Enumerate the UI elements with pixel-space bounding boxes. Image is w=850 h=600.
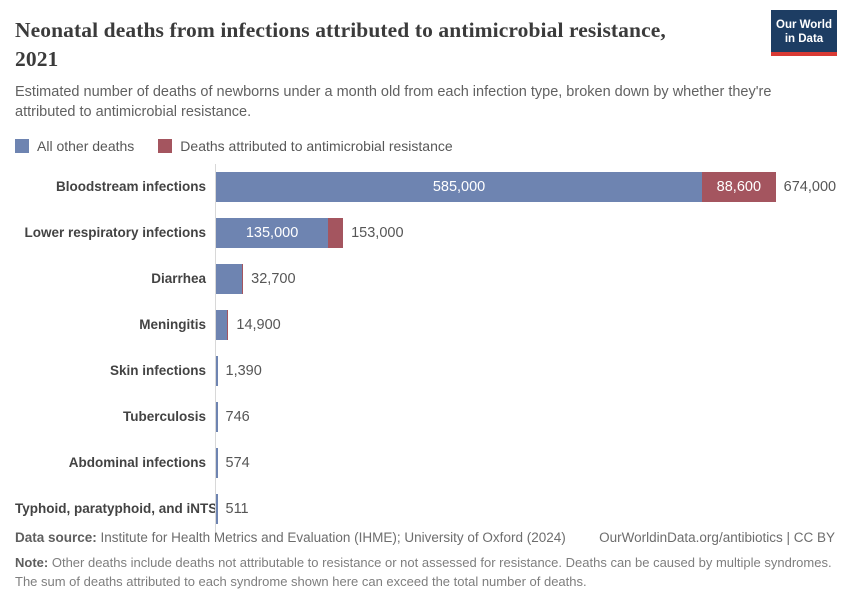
page-title: Neonatal deaths from infections attribut… bbox=[15, 16, 835, 74]
stacked-bar bbox=[216, 310, 229, 340]
attribution-link[interactable]: OurWorldinData.org/antibiotics | CC BY bbox=[599, 530, 835, 545]
stacked-bar bbox=[216, 448, 218, 478]
owid-logo-line1: Our World bbox=[776, 19, 833, 31]
bar-segment-other-deaths[interactable]: 135,000 bbox=[216, 218, 329, 248]
stacked-bar bbox=[216, 356, 218, 386]
total-value-label: 1,390 bbox=[225, 363, 262, 379]
stacked-bar bbox=[216, 494, 218, 524]
total-value-label: 511 bbox=[225, 501, 249, 517]
stacked-bar: 135,000 bbox=[216, 218, 344, 248]
total-value-label: 153,000 bbox=[351, 225, 404, 241]
category-label: Lower respiratory infections bbox=[24, 224, 206, 240]
chart-row: Bloodstream infections 585,000 88,600 67… bbox=[15, 164, 837, 210]
bar-value-label: 88,600 bbox=[716, 179, 762, 195]
bar-chart: Bloodstream infections 585,000 88,600 67… bbox=[15, 164, 837, 532]
bar-segment-amr-deaths[interactable] bbox=[328, 218, 344, 248]
legend-label: All other deaths bbox=[37, 138, 135, 154]
bar-value-label: 585,000 bbox=[432, 179, 486, 195]
bar-segment-other-deaths[interactable] bbox=[216, 494, 218, 524]
chart-subtitle: Estimated number of deaths of newborns u… bbox=[15, 84, 772, 120]
chart-row: Typhoid, paratyphoid, and iNTS 511 bbox=[15, 486, 835, 532]
bar-segment-amr-deaths[interactable]: 88,600 bbox=[702, 172, 776, 202]
bar-value-label: 135,000 bbox=[245, 225, 299, 241]
footnote-label: Note: bbox=[15, 555, 49, 571]
data-source: Data source: Institute for Health Metric… bbox=[15, 529, 566, 547]
chart-row: Skin infections 1,390 bbox=[15, 348, 835, 394]
category-label: Abdominal infections bbox=[68, 454, 206, 470]
footnote: Note: Other deaths include deaths not at… bbox=[15, 554, 835, 592]
bar-segment-other-deaths[interactable] bbox=[216, 402, 218, 432]
plot-row: 585,000 88,600 674,000 bbox=[215, 164, 837, 210]
category-label: Skin infections bbox=[109, 362, 206, 378]
category-label: Bloodstream infections bbox=[55, 178, 206, 194]
total-value-label: 674,000 bbox=[783, 179, 837, 195]
legend-swatch-amr bbox=[158, 139, 173, 153]
stacked-bar bbox=[216, 264, 244, 294]
bar-segment-other-deaths[interactable] bbox=[216, 448, 218, 478]
total-value-label: 574 bbox=[225, 455, 250, 471]
data-source-label: Data source: bbox=[15, 530, 97, 545]
total-value-label: 32,700 bbox=[251, 271, 296, 287]
chart-legend: All other deaths Deaths attributed to an… bbox=[15, 138, 835, 154]
stacked-bar bbox=[216, 402, 218, 432]
bar-segment-other-deaths[interactable] bbox=[216, 310, 227, 340]
legend-item-amr-deaths[interactable]: Deaths attributed to antimicrobial resis… bbox=[158, 138, 453, 154]
bar-segment-amr-deaths[interactable] bbox=[226, 310, 229, 340]
plot-row: 135,000 153,000 bbox=[215, 210, 835, 256]
category-label: Typhoid, paratyphoid, and iNTS bbox=[15, 500, 218, 516]
plot-row: 32,700 bbox=[215, 256, 835, 302]
bar-segment-other-deaths[interactable] bbox=[216, 264, 242, 294]
data-source-text: Institute for Health Metrics and Evaluat… bbox=[100, 530, 566, 545]
category-label: Meningitis bbox=[139, 316, 206, 332]
plot-row: 1,390 bbox=[215, 348, 835, 394]
plot-row: 511 bbox=[215, 486, 835, 532]
legend-item-all-other-deaths[interactable]: All other deaths bbox=[15, 138, 134, 154]
bar-segment-other-deaths[interactable]: 585,000 bbox=[216, 172, 703, 202]
category-label: Tuberculosis bbox=[122, 408, 206, 424]
stacked-bar: 585,000 88,600 bbox=[216, 172, 776, 202]
title-line-2: 2021 bbox=[15, 47, 59, 71]
plot-row: 14,900 bbox=[215, 302, 835, 348]
chart-row: Lower respiratory infections 135,000 153… bbox=[15, 210, 835, 256]
chart-row: Abdominal infections 574 bbox=[15, 440, 835, 486]
total-value-label: 14,900 bbox=[236, 317, 281, 333]
legend-swatch-other bbox=[15, 139, 29, 153]
chart-row: Diarrhea 32,700 bbox=[15, 256, 835, 302]
plot-row: 574 bbox=[215, 440, 835, 486]
total-value-label: 746 bbox=[225, 409, 250, 425]
category-label: Diarrhea bbox=[151, 270, 206, 286]
chart-footer: Data source: Institute for Health Metric… bbox=[15, 529, 835, 592]
owid-logo-line2: in Data bbox=[784, 33, 824, 46]
plot-row: 746 bbox=[215, 394, 835, 440]
title-line-1: Neonatal deaths from infections attribut… bbox=[15, 18, 666, 42]
legend-label: Deaths attributed to antimicrobial resis… bbox=[180, 138, 453, 154]
owid-logo[interactable]: Our World in Data bbox=[771, 10, 837, 57]
chart-row: Meningitis 14,900 bbox=[15, 302, 835, 348]
chart-row: Tuberculosis 746 bbox=[15, 394, 835, 440]
bar-segment-other-deaths[interactable] bbox=[216, 356, 218, 386]
footnote-text: Other deaths include deaths not attribut… bbox=[15, 555, 832, 590]
bar-segment-amr-deaths[interactable] bbox=[241, 264, 244, 294]
